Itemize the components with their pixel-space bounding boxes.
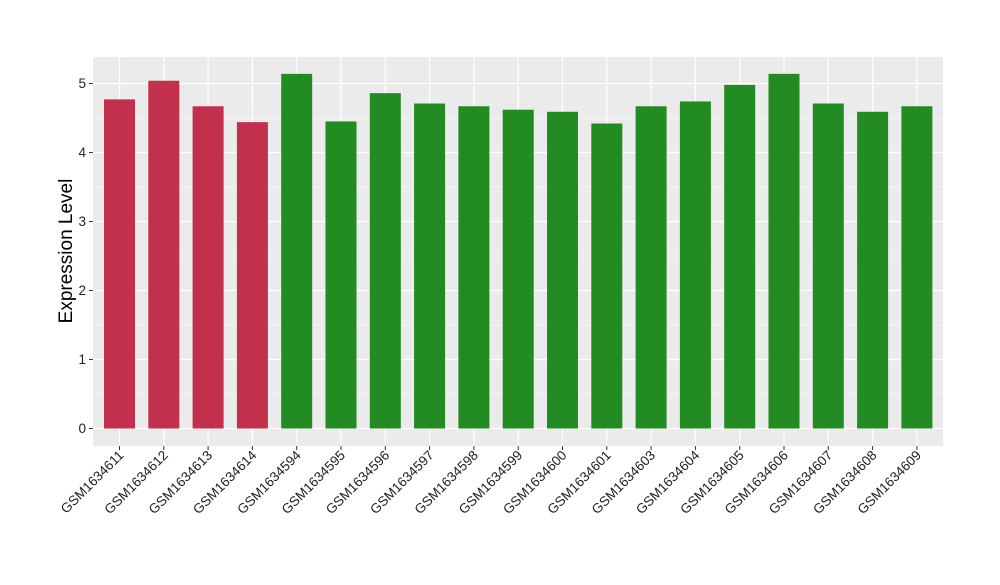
bars: [104, 73, 933, 429]
x-axis: GSM1634611GSM1634612GSM1634613GSM1634614…: [58, 446, 924, 517]
bar-GSM1634596: [369, 93, 401, 429]
y-tick-label: 0: [78, 421, 86, 436]
bar-GSM1634598: [458, 106, 490, 429]
bar-GSM1634611: [104, 99, 135, 429]
bar-GSM1634613: [192, 106, 224, 429]
bar-GSM1634603: [635, 106, 667, 429]
bar-GSM1634606: [768, 73, 800, 429]
bar-GSM1634604: [679, 101, 711, 429]
y-tick-label: 4: [78, 145, 86, 160]
bar-GSM1634600: [547, 111, 578, 429]
bar-GSM1634605: [724, 84, 756, 429]
bar-GSM1634608: [857, 111, 889, 429]
y-tick-label: 5: [78, 76, 86, 91]
bar-GSM1634609: [901, 106, 933, 429]
y-axis-label: Expression Level: [56, 179, 77, 324]
y-tick-label: 2: [78, 283, 86, 298]
bar-GSM1634599: [502, 109, 534, 429]
y-tick-label: 1: [78, 352, 86, 367]
bar-GSM1634597: [414, 103, 446, 429]
bar-GSM1634595: [325, 121, 357, 429]
bar-GSM1634612: [148, 80, 180, 429]
bar-GSM1634601: [591, 123, 623, 429]
bar-GSM1634594: [281, 73, 313, 429]
bar-GSM1634607: [812, 103, 844, 429]
y-axis: 0 1 2 3 4 5: [78, 76, 93, 436]
y-tick-label: 3: [78, 214, 86, 229]
bar-GSM1634614: [236, 122, 268, 429]
